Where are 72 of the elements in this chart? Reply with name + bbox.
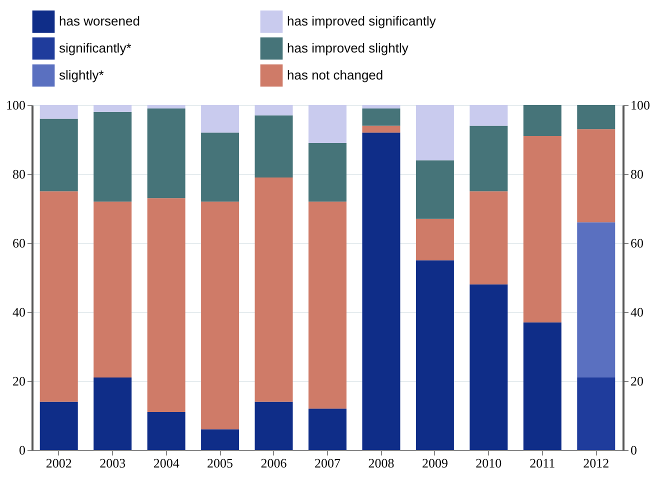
bar	[362, 105, 400, 108]
legend-label: has improved slightly	[287, 40, 409, 56]
bar	[201, 105, 240, 133]
legend-label: has worsened	[59, 14, 140, 29]
bar	[201, 202, 240, 430]
bar	[254, 402, 293, 450]
y-tick-label: 100	[6, 98, 26, 112]
bar	[416, 105, 454, 160]
legend-label: significantly*	[59, 40, 132, 56]
bar	[94, 112, 132, 202]
y2-tick-label: 100	[630, 98, 650, 112]
bar	[94, 105, 132, 112]
bar	[362, 126, 400, 133]
bar	[201, 429, 240, 450]
y2-tick-label: 80	[630, 166, 644, 182]
bar	[470, 126, 508, 192]
y2-tick-label: 20	[630, 374, 644, 388]
bar	[470, 105, 508, 126]
y-tick-label: 40	[12, 304, 26, 320]
bar	[308, 105, 346, 143]
bar	[308, 408, 346, 450]
legend-label: slightly*	[59, 68, 104, 82]
bar	[147, 198, 186, 412]
bar	[523, 136, 562, 322]
bar	[147, 412, 186, 450]
x-tick-label: 2004	[153, 456, 180, 470]
bar	[416, 260, 454, 450]
x-tick-label: 2009	[422, 456, 448, 470]
legend-label: has improved significantly	[287, 14, 436, 29]
x-tick-label: 2003	[100, 456, 126, 470]
bar	[308, 202, 346, 409]
bar	[470, 191, 508, 284]
x-tick-label: 2005	[207, 456, 234, 470]
x-tick-label: 2007	[314, 456, 341, 470]
bar	[254, 105, 293, 116]
y2-tick-label: 40	[630, 304, 644, 320]
x-tick-label: 2006	[260, 456, 288, 470]
bar	[40, 402, 78, 450]
bar	[523, 105, 562, 136]
bar	[362, 108, 400, 126]
x-tick-label: 2012	[583, 456, 610, 470]
bar	[362, 132, 400, 450]
bar	[40, 118, 78, 192]
y-tick-label: 20	[12, 374, 26, 388]
bar	[577, 378, 616, 450]
bar	[523, 322, 562, 450]
y-tick-label: 80	[12, 166, 26, 182]
bar	[40, 105, 78, 119]
bar	[147, 108, 186, 198]
bar	[470, 284, 508, 450]
bar	[416, 218, 454, 260]
y2-tick-label: 60	[630, 236, 644, 250]
bar	[201, 132, 240, 202]
y-tick-label: 0	[19, 442, 26, 458]
bar	[40, 191, 78, 402]
x-tick-label: 2010	[476, 456, 502, 470]
y-tick-label: 60	[12, 236, 26, 250]
x-tick-label: 2008	[368, 456, 394, 470]
x-tick-label: 2002	[46, 456, 72, 470]
bar	[416, 160, 454, 219]
bar	[94, 378, 132, 450]
bar	[94, 202, 132, 378]
bar	[147, 105, 186, 108]
bar	[577, 105, 616, 130]
bar	[577, 129, 616, 222]
bar	[577, 222, 616, 378]
bar	[254, 115, 293, 178]
y2-tick-label: 0	[630, 442, 637, 458]
x-tick-label: 2011	[530, 456, 556, 470]
legend-label: has not changed	[287, 68, 384, 82]
bar	[308, 142, 346, 202]
bar	[254, 177, 293, 402]
